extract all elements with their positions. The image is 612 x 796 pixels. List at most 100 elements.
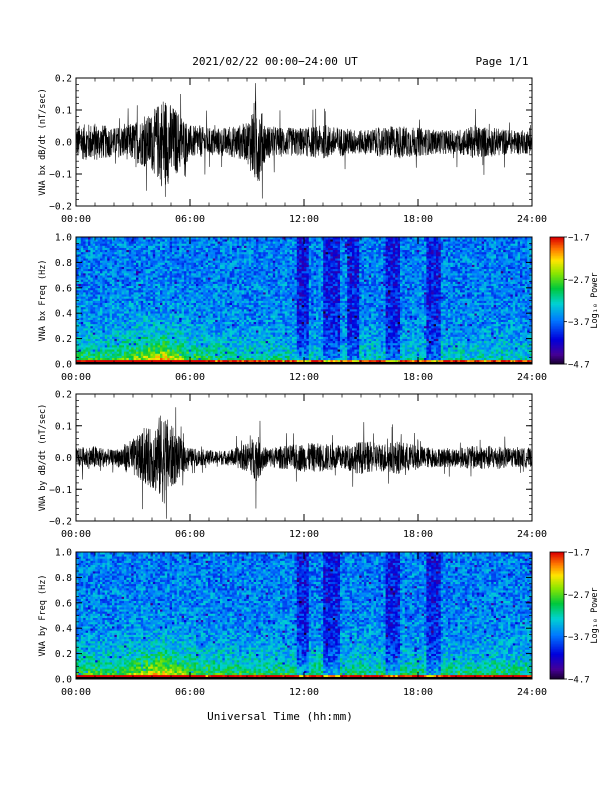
spectrogram-cell [136,284,139,286]
spectrogram-cell [155,267,158,269]
spectrogram-cell [220,307,223,309]
spectrogram-cell [112,313,115,315]
spectrogram-cell [93,269,96,271]
spectrogram-cell [162,239,165,241]
spectrogram-cell [179,281,182,283]
spectrogram-cell [258,292,261,294]
spectrogram-cell [146,309,149,311]
spectrogram-cell [88,324,91,326]
spectrogram-cell [158,250,161,252]
spectrogram-cell [124,351,127,353]
spectrogram-cell [138,267,141,269]
spectrogram-cell [177,332,180,334]
spectrogram-cell [198,269,201,271]
spectrogram-cell [189,286,192,288]
spectrogram-cell [215,245,218,247]
spectrogram-cell [98,332,101,334]
spectrogram-cell [160,250,163,252]
spectrogram-cell [155,275,158,277]
spectrogram-cell [246,320,249,322]
spectrogram-cell [268,322,271,324]
spectrogram-cell [234,286,237,288]
spectrogram-cell [78,275,81,277]
spectrogram-cell [251,360,254,362]
spectrogram-cell [244,341,247,343]
spectrogram-cell [196,256,199,258]
spectrogram-cell [246,353,249,355]
spectrogram-cell [167,303,170,305]
spectrogram-cell [234,277,237,279]
spectrogram-cell [263,356,266,358]
spectrogram-cell [220,349,223,351]
spectrogram-cell [162,336,165,338]
spectrogram-cell [246,269,249,271]
spectrogram-cell [222,332,225,334]
spectrogram-cell [88,322,91,324]
spectrogram-cell [95,250,98,252]
spectrogram-cell [198,358,201,360]
spectrogram-cell [196,341,199,343]
spectrogram-cell [256,269,259,271]
spectrogram-cell [138,258,141,260]
spectrogram-cell [112,339,115,341]
spectrogram-cell [126,322,129,324]
spectrogram-cell [119,349,122,351]
spectrogram-cell [90,277,93,279]
spectrogram-cell [126,269,129,271]
spectrogram-cell [198,248,201,250]
spectrogram-cell [105,307,108,309]
spectrogram-cell [88,275,91,277]
spectrogram-cell [153,343,156,345]
spectrogram-cell [93,336,96,338]
spectrogram-cell [90,353,93,355]
spectrogram-cell [165,313,168,315]
spectrogram-cell [182,275,185,277]
spectrogram-cell [191,315,194,317]
spectrogram-cell [189,265,192,267]
spectrogram-cell [206,330,209,332]
spectrogram-cell [160,353,163,355]
spectrogram-cell [266,307,269,309]
spectrogram-cell [196,326,199,328]
spectrogram-cell [107,309,110,311]
spectrogram-cell [148,345,151,347]
spectrogram-cell [222,265,225,267]
spectrogram-cell [146,336,149,338]
spectrogram-cell [138,301,141,303]
spectrogram-cell [172,292,175,294]
spectrogram-cell [251,298,254,300]
spectrogram-cell [258,279,261,281]
spectrogram-cell [244,294,247,296]
spectrogram-cell [225,309,228,311]
spectrogram-cell [83,351,86,353]
spectrogram-cell [266,284,269,286]
spectrogram-cell [256,345,259,347]
spectrogram-cell [227,254,230,256]
spectrogram-cell [218,296,221,298]
spectrogram-cell [136,298,139,300]
spectrogram-cell [239,334,242,336]
spectrogram-cell [234,307,237,309]
spectrogram-cell [95,256,98,258]
spectrogram-cell [194,250,197,252]
spectrogram-cell [126,245,129,247]
spectrogram-cell [203,349,206,351]
spectrogram-cell [198,241,201,243]
spectrogram-cell [203,248,206,250]
spectrogram-cell [153,239,156,241]
spectrogram-cell [266,254,269,256]
spectrogram-cell [237,288,240,290]
spectrogram-cell [107,358,110,360]
spectrogram-cell [129,336,132,338]
spectrogram-cell [244,345,247,347]
spectrogram-cell [143,332,146,334]
spectrogram-cell [134,320,137,322]
spectrogram-cell [203,277,206,279]
spectrogram-cell [160,336,163,338]
spectrogram-cell [184,275,187,277]
spectrogram-cell [232,360,235,362]
spectrogram-cell [213,248,216,250]
spectrogram-cell [242,250,245,252]
spectrogram-cell [244,336,247,338]
spectrogram-cell [122,288,125,290]
